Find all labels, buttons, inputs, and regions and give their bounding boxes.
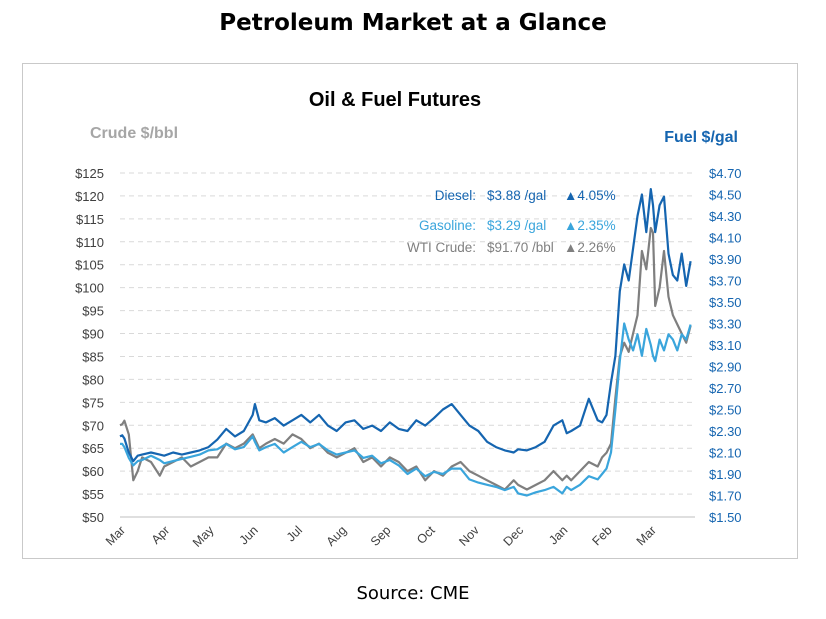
legend-label: WTI Crude:: [407, 240, 476, 255]
x-tick-label: May: [190, 523, 217, 550]
left-tick-label: $120: [75, 189, 104, 204]
x-tick-label: Jan: [546, 523, 570, 547]
legend-change: ▲2.26%: [564, 240, 616, 255]
right-tick-label: $3.70: [709, 274, 742, 289]
right-tick-label: $2.90: [709, 360, 742, 375]
left-tick-label: $85: [82, 349, 104, 364]
right-tick-label: $4.30: [709, 209, 742, 224]
left-tick-label: $125: [75, 166, 104, 181]
left-tick-label: $115: [76, 212, 104, 227]
right-tick-label: $2.10: [709, 446, 742, 461]
left-tick-label: $110: [76, 235, 104, 250]
x-tick-label: Feb: [590, 523, 615, 548]
right-tick-label: $2.50: [709, 403, 742, 418]
x-tick-label: Oct: [414, 523, 438, 547]
left-tick-label: $105: [75, 258, 104, 273]
x-tick-label: Nov: [456, 523, 482, 549]
x-tick-label: Mar: [103, 523, 128, 548]
right-tick-label: $1.50: [709, 510, 742, 525]
legend-label: Diesel:: [435, 188, 476, 203]
right-tick-label: $2.30: [709, 424, 742, 439]
page-title: Petroleum Market at a Glance: [219, 10, 607, 36]
left-tick-label: $80: [82, 372, 104, 387]
right-tick-label: $1.70: [709, 489, 742, 504]
left-tick-label: $65: [82, 441, 104, 456]
legend-change: ▲2.35%: [564, 218, 616, 233]
right-tick-label: $3.10: [709, 338, 742, 353]
chart-frame: [22, 63, 798, 559]
right-tick-label: $2.70: [709, 381, 742, 396]
right-axis-label: Fuel $/gal: [664, 129, 738, 146]
left-tick-label: $75: [82, 395, 104, 410]
left-tick-label: $70: [82, 418, 104, 433]
legend-label: Gasoline:: [419, 218, 476, 233]
series-line-diesel: [119, 188, 692, 463]
right-tick-label: $4.10: [709, 231, 742, 246]
right-tick-label: $1.90: [709, 467, 742, 482]
right-tick-label: $3.50: [709, 295, 742, 310]
left-tick-label: $55: [82, 487, 104, 502]
left-tick-label: $90: [82, 327, 104, 342]
x-tick-label: Jul: [284, 523, 305, 544]
legend-value: $3.29 /gal: [487, 218, 546, 233]
x-tick-label: Jun: [237, 523, 261, 547]
chart-title: Oil & Fuel Futures: [309, 89, 481, 111]
x-tick-label: Dec: [501, 523, 527, 549]
left-tick-label: $95: [82, 304, 104, 319]
left-tick-label: $100: [75, 281, 104, 296]
right-tick-label: $4.70: [709, 166, 742, 181]
x-tick-label: Sep: [368, 523, 394, 549]
right-tick-label: $4.50: [709, 188, 742, 203]
left-tick-label: $60: [82, 464, 104, 479]
series-line-wti-crude: [119, 226, 692, 491]
legend-change: ▲4.05%: [564, 188, 616, 203]
x-tick-label: Apr: [149, 523, 173, 547]
x-tick-label: Aug: [324, 523, 350, 549]
left-tick-label: $50: [82, 510, 104, 525]
source-note: Source: CME: [356, 583, 470, 604]
right-tick-label: $3.90: [709, 252, 742, 267]
legend-value: $3.88 /gal: [487, 188, 546, 203]
legend-value: $91.70 /bbl: [487, 240, 554, 255]
series-line-gasoline: [120, 322, 692, 497]
left-axis-label: Crude $/bbl: [90, 125, 178, 142]
right-tick-label: $3.30: [709, 317, 742, 332]
x-tick-label: Mar: [634, 523, 659, 548]
